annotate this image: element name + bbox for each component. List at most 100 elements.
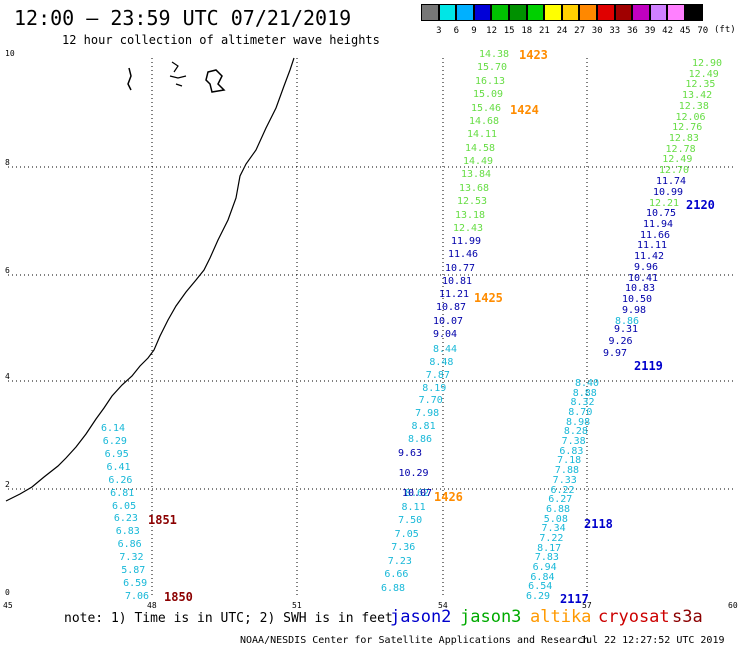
swh-value: 10.07 bbox=[432, 315, 464, 327]
swh-value: 6.88 bbox=[545, 503, 571, 515]
legend-swatch bbox=[509, 4, 527, 21]
swh-value: 12.38 bbox=[678, 100, 709, 112]
swh-value: 6.14 bbox=[100, 423, 126, 434]
swh-value: 10.83 bbox=[624, 283, 656, 295]
x-tick-label: 57 bbox=[582, 601, 592, 610]
swh-value: 7.23 bbox=[387, 555, 412, 567]
swh-value: 11.11 bbox=[636, 240, 668, 252]
swh-value: 6.86 bbox=[117, 539, 142, 551]
swh-value: 8.44 bbox=[432, 344, 458, 355]
swh-value: 11.94 bbox=[642, 218, 674, 230]
legend-label: 45 bbox=[679, 26, 691, 36]
legend-swatch bbox=[491, 4, 509, 21]
swh-value: 7.32 bbox=[119, 552, 144, 564]
swh-value: 10.07 bbox=[401, 488, 433, 499]
swh-value: 9.04 bbox=[432, 329, 458, 340]
swh-value: 10.41 bbox=[627, 272, 659, 284]
swh-value: 13.84 bbox=[460, 169, 492, 181]
y-tick-label: 10 bbox=[5, 49, 15, 58]
x-tick-label: 54 bbox=[438, 601, 448, 610]
swh-value: 6.88 bbox=[380, 583, 406, 594]
swh-value: 14.38 bbox=[478, 49, 510, 60]
legend-swatch bbox=[438, 4, 457, 21]
swh-value: 10.77 bbox=[444, 262, 476, 274]
swh-value: 8.32 bbox=[570, 397, 595, 409]
page-subtitle: 12 hour collection of altimeter wave hei… bbox=[62, 33, 380, 47]
swh-value: 7.83 bbox=[534, 552, 559, 564]
swh-value: 7.88 bbox=[554, 465, 579, 477]
swh-value: 10.99 bbox=[652, 187, 684, 198]
legend-swatch bbox=[526, 4, 545, 21]
swh-value: 8.81 bbox=[411, 421, 436, 433]
y-tick-label: 0 bbox=[5, 588, 10, 597]
legend-unit: (ft) bbox=[714, 25, 736, 35]
swh-value: 16.13 bbox=[474, 75, 506, 87]
swh-value: 11.42 bbox=[633, 251, 665, 263]
legend-swatch bbox=[421, 4, 439, 21]
swh-value: 7.34 bbox=[541, 523, 566, 535]
legend-label: 30 bbox=[591, 26, 603, 36]
pass-time-label: 2120 bbox=[686, 198, 715, 212]
swh-value: 6.81 bbox=[110, 487, 135, 499]
swh-value: 6.95 bbox=[104, 448, 129, 460]
legend-swatch bbox=[614, 4, 633, 21]
swh-value: 6.22 bbox=[550, 484, 575, 496]
swh-value: 12.21 bbox=[648, 198, 680, 209]
swh-value: 15.70 bbox=[476, 62, 508, 74]
coastline bbox=[5, 57, 295, 502]
swh-value: 9.96 bbox=[633, 261, 659, 273]
legend-label: 42 bbox=[662, 26, 674, 36]
swh-value: 10.29 bbox=[398, 468, 429, 479]
swh-value: 6.29 bbox=[525, 591, 551, 602]
swh-value: 8.62 bbox=[404, 488, 430, 499]
swh-value: 7.98 bbox=[415, 408, 440, 420]
swh-value: 12.49 bbox=[688, 68, 719, 80]
x-tick-label: 60 bbox=[728, 601, 738, 610]
swh-value: 8.40 bbox=[574, 378, 600, 389]
swh-value: 8.48 bbox=[429, 356, 454, 368]
swh-value: 8.86 bbox=[407, 434, 433, 445]
swh-value: 8.88 bbox=[572, 387, 597, 399]
satellite-label-jason2: jason2 bbox=[390, 607, 452, 627]
swh-value: 9.98 bbox=[621, 305, 647, 316]
swh-value: 6.54 bbox=[528, 581, 553, 593]
credit-line: NOAA/NESDIS Center for Satellite Applica… bbox=[240, 635, 590, 646]
swh-value: 9.63 bbox=[397, 448, 423, 459]
swh-value: 11.46 bbox=[447, 249, 479, 261]
legend-label: 3 bbox=[436, 26, 442, 36]
swh-value: 12.35 bbox=[685, 79, 716, 91]
swh-value: 12.90 bbox=[691, 58, 723, 69]
swh-value: 8.17 bbox=[537, 542, 562, 554]
swh-value: 6.83 bbox=[115, 526, 140, 538]
legend-swatch bbox=[685, 4, 703, 21]
swh-value: 10.81 bbox=[441, 275, 473, 287]
swh-value: 6.94 bbox=[532, 561, 557, 573]
swh-value: 7.22 bbox=[539, 532, 564, 544]
swh-value: 6.27 bbox=[548, 494, 573, 506]
legend-label: 27 bbox=[574, 26, 586, 36]
legend-swatch bbox=[649, 4, 668, 21]
legend-label: 39 bbox=[644, 26, 656, 36]
swh-value: 9.26 bbox=[608, 336, 633, 347]
swh-value: 7.36 bbox=[391, 542, 416, 554]
swh-value: 9.31 bbox=[613, 324, 639, 335]
swh-value: 6.29 bbox=[102, 435, 127, 447]
legend-label: 33 bbox=[609, 26, 621, 36]
swh-value: 8.70 bbox=[568, 407, 593, 419]
swh-value: 12.53 bbox=[456, 196, 488, 208]
x-tick-label: 51 bbox=[292, 601, 302, 610]
pass-time-label: 1851 bbox=[148, 513, 177, 527]
island-3 bbox=[205, 69, 226, 93]
swh-value: 7.87 bbox=[425, 369, 450, 381]
swh-value: 5.87 bbox=[121, 565, 146, 577]
legend-label: 6 bbox=[453, 26, 460, 36]
pass-time-label: 1425 bbox=[474, 291, 503, 305]
pass-time-label: 1850 bbox=[164, 590, 193, 604]
swh-value: 15.46 bbox=[470, 102, 502, 114]
swh-value: 7.05 bbox=[394, 528, 419, 540]
satellite-label-s3a: s3a bbox=[672, 607, 703, 627]
swh-value: 13.18 bbox=[454, 209, 486, 221]
swh-value: 8.98 bbox=[566, 416, 591, 428]
legend-swatch bbox=[632, 4, 650, 21]
